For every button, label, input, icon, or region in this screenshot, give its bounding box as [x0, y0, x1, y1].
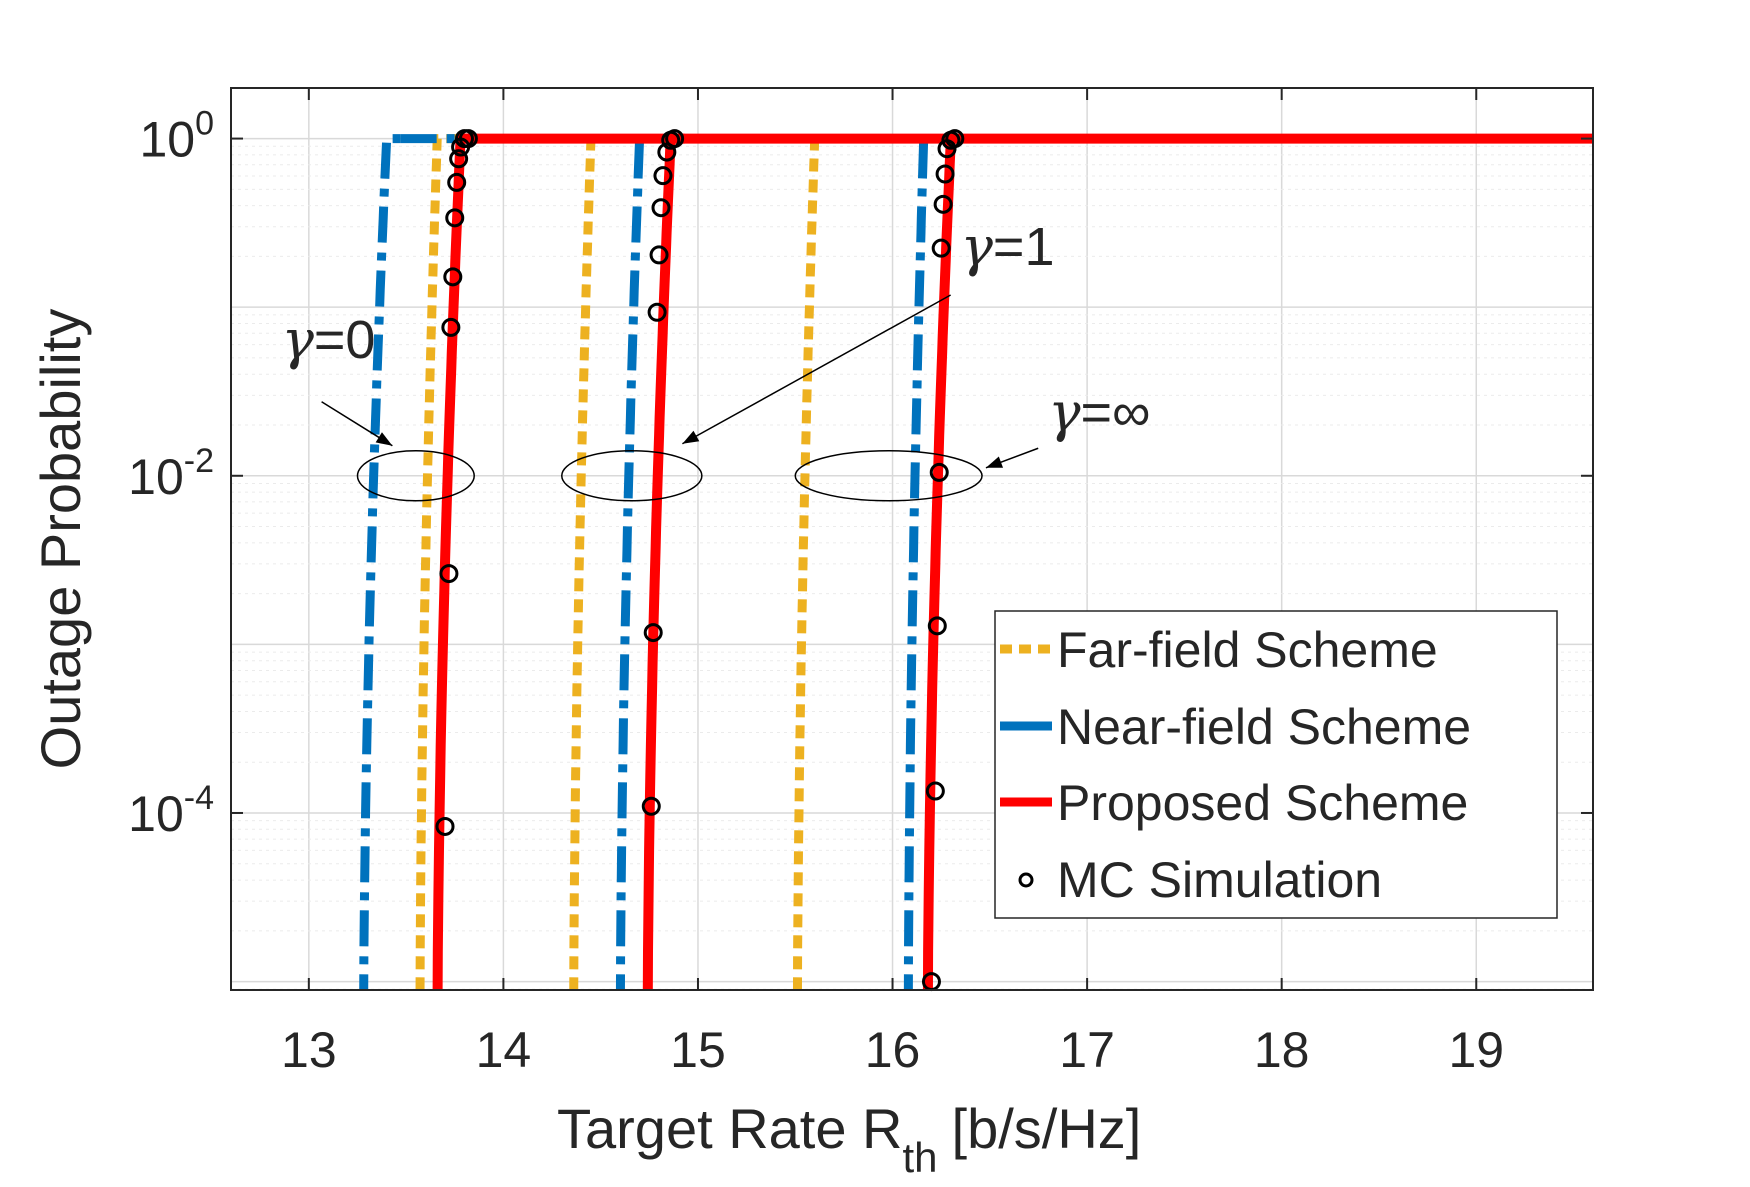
y-tick-label: 10-4	[128, 779, 214, 842]
mc-simulation-layer	[435, 129, 965, 992]
group-ellipse	[794, 450, 983, 502]
gamma-annotation: γ=0	[282, 308, 376, 371]
x-tick-label: 19	[1448, 1022, 1504, 1078]
proposed-scheme-curve-gamma-1	[642, 133, 685, 990]
annotation-arrow-line	[682, 294, 952, 445]
x-tick-label: 17	[1059, 1022, 1115, 1078]
near-scheme-curve-gamma-inf	[903, 134, 938, 990]
legend-proposed-label: Proposed Scheme	[1057, 775, 1468, 831]
mc-simulation-point	[945, 129, 965, 149]
proposed-scheme-curve-gamma-0	[432, 133, 475, 990]
x-tick-label: 15	[670, 1022, 726, 1078]
mc-simulation-point	[647, 302, 667, 322]
group-ellipse	[356, 450, 475, 502]
mc-simulation-point	[665, 129, 685, 149]
mc-simulation-point	[649, 245, 669, 265]
mc-simulation-point	[449, 149, 469, 169]
legend-box	[994, 610, 1558, 919]
x-tick-label: 13	[281, 1022, 337, 1078]
x-axis-label-sub: th	[903, 1134, 938, 1181]
tick-labels: 13 14 15 16 17 18 19 100 10-2 10-4	[128, 105, 1504, 1078]
mc-simulation-point	[933, 194, 953, 214]
group-ellipse	[561, 450, 703, 502]
mc-simulation-point	[445, 208, 465, 228]
legend-mc-marker	[1018, 872, 1034, 888]
annotations: γ=0 γ=1 γ=∞	[282, 215, 1151, 502]
mc-simulation-point	[439, 564, 459, 584]
mc-simulation-point	[641, 796, 661, 816]
mc-simulation-point	[643, 623, 663, 643]
mc-simulation-point	[929, 462, 949, 482]
mc-simulation-point	[927, 616, 947, 636]
axes	[230, 87, 1594, 991]
x-tick-label: 16	[865, 1022, 921, 1078]
y-axis-label: Outage Probability	[29, 309, 92, 770]
axes-box	[230, 87, 1594, 991]
legend-far-label: Far-field Scheme	[1057, 622, 1438, 678]
series-layer	[359, 133, 1593, 990]
gamma-annotation: γ=∞	[1048, 380, 1150, 443]
x-axis-label-main: Target Rate R	[557, 1097, 903, 1160]
near-scheme-curve-gamma-0	[359, 134, 401, 990]
y-tick-label: 10-2	[128, 442, 214, 505]
mc-simulation-point	[935, 164, 955, 184]
legend-mc-label: MC Simulation	[1057, 852, 1382, 908]
mc-simulation-point	[443, 267, 463, 287]
legend-near-label: Near-field Scheme	[1057, 699, 1471, 755]
mc-simulation-point	[447, 172, 467, 192]
x-tick-label: 14	[476, 1022, 532, 1078]
mc-simulation-point	[925, 781, 945, 801]
mc-simulation-point	[441, 317, 461, 337]
near-scheme-curve-gamma-1	[615, 134, 654, 990]
mc-simulation-point	[657, 142, 677, 162]
x-tick-label: 18	[1254, 1022, 1310, 1078]
x-axis-label-unit: [b/s/Hz]	[952, 1097, 1142, 1160]
gamma-annotation: γ=1	[961, 215, 1055, 278]
annotation-arrow-head	[682, 430, 700, 444]
annotation-arrow-head	[375, 432, 393, 446]
proposed-scheme-curve-gamma-inf	[922, 133, 1593, 990]
y-tick-label: 100	[139, 105, 214, 168]
x-axis-label: Target Rate Rth [b/s/Hz]	[557, 1097, 1141, 1181]
legend: Far-field Scheme Near-field Scheme Propo…	[994, 610, 1558, 919]
mc-simulation-point	[653, 166, 673, 186]
mc-simulation-point	[435, 816, 455, 836]
mc-simulation-point	[931, 238, 951, 258]
mc-simulation-point	[458, 129, 478, 149]
mc-simulation-point	[651, 198, 671, 218]
annotation-arrow-head	[985, 456, 1004, 468]
